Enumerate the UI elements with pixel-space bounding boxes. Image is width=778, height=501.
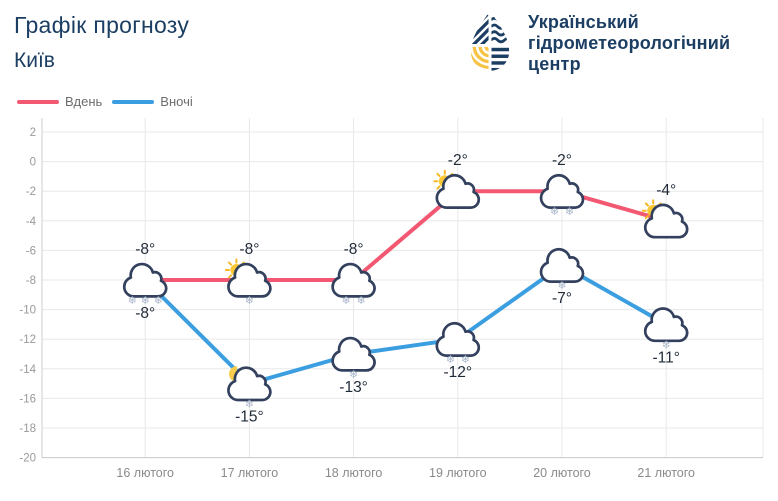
y-tick-label: -6 (26, 245, 36, 257)
snowflake-icon: ❄ (565, 206, 574, 218)
snowflake-icon: ❄ (349, 369, 358, 381)
snowflake-icon: ❄ (550, 206, 559, 218)
x-axis-label: 20 лютого (533, 466, 591, 480)
weather-icon-cloud-snow-2: ❄ ❄ (539, 174, 585, 218)
page-header: Графік прогнозу Київ (14, 12, 189, 73)
cloud-icon (331, 336, 376, 372)
cloud-icon (227, 262, 272, 298)
logo-horizontal-bars (491, 47, 510, 71)
temp-label-0-4: -2° (552, 152, 572, 169)
cloud-icon (122, 262, 168, 298)
y-tick-label: -4 (26, 216, 37, 228)
x-axis-label: 19 лютого (429, 466, 487, 480)
x-axis-label: 17 лютого (221, 466, 279, 480)
cloud-icon (227, 366, 272, 402)
temp-label-1-0: -8° (135, 305, 155, 322)
temp-label-1-4: -7° (552, 290, 572, 307)
y-tick-label: 0 (30, 157, 36, 169)
y-tick-label: -2 (26, 186, 36, 198)
weather-icon-cloud-snow-1: ❄ (539, 248, 585, 292)
legend-swatch-night (112, 99, 155, 104)
y-tick-label: -12 (19, 334, 36, 346)
chart-legend: Вдень Вночі (17, 94, 193, 109)
org-name-line2: гідрометеорологічний (528, 32, 731, 53)
snowflake-icon: ❄ (128, 295, 137, 307)
org-name-line3: центр (528, 53, 581, 74)
weather-icon-cloud-snow-2: ❄ ❄ (435, 322, 481, 366)
snowflake-icon: ❄ (356, 295, 365, 307)
org-logo: Український гідрометеорологічний центр (466, 8, 730, 78)
y-tick-label: -10 (19, 305, 36, 317)
temp-label-1-2: -13° (339, 379, 368, 396)
logo-waves (491, 16, 510, 44)
legend-label-day: Вдень (65, 94, 103, 109)
cloud-icon (435, 174, 481, 209)
snowflake-icon: ❄ (341, 295, 350, 307)
page-title: Графік прогнозу (14, 12, 190, 38)
snowflake-icon: ❄ (141, 295, 150, 307)
temp-label-0-2: -8° (344, 241, 364, 258)
temp-label-1-3: -12° (443, 364, 472, 381)
weather-icon-cloud-snow-1: ❄ (643, 307, 689, 351)
org-name-line1: Український (528, 11, 639, 32)
cloud-icon (643, 203, 689, 239)
x-axis-label: 18 лютого (325, 466, 383, 480)
cloud-icon (539, 174, 585, 209)
snowflake-icon: ❄ (662, 339, 671, 351)
org-name: Український гідрометеорологічний центр (528, 12, 730, 75)
y-tick-label: -20 (19, 453, 36, 465)
cloud-icon (331, 262, 376, 298)
series-line-0 (143, 189, 669, 282)
legend-item-night[interactable]: Вночі (112, 94, 193, 109)
legend-item-day[interactable]: Вдень (17, 94, 102, 109)
snowflake-icon: ❄ (446, 354, 455, 366)
temp-label-0-3: -2° (448, 152, 468, 169)
y-tick-label: -14 (19, 364, 36, 376)
weather-icon-sun-cloud (433, 169, 481, 209)
snowflake-icon: ❄ (461, 354, 470, 366)
snowflake-icon: ❄ (245, 295, 254, 307)
snowflake-icon: ❄ (245, 399, 254, 411)
y-tick-label: -16 (19, 393, 36, 405)
snowflake-icon: ❄ (557, 280, 566, 292)
weather-icon-cloud-snow-1: ❄ (331, 336, 376, 381)
temp-label-0-0: -8° (135, 241, 155, 258)
y-tick-label: -8 (26, 275, 36, 287)
droplet-logo-icon (470, 10, 510, 71)
y-tick-label: -18 (19, 423, 36, 435)
cloud-icon (643, 307, 689, 343)
y-tick-label: 2 (30, 127, 36, 139)
logo-arcs (470, 46, 489, 70)
page-subtitle-city: Київ (14, 49, 55, 72)
weather-icon-sun-cloud (641, 199, 689, 239)
cloud-icon (435, 322, 481, 357)
weather-icon-moon-cloud-snow-1: ❄ (227, 366, 272, 411)
x-axis-label: 21 лютого (637, 466, 695, 480)
legend-label-night: Вночі (160, 94, 193, 109)
x-axis-label: 16 лютого (116, 466, 174, 480)
temp-label-0-5: -4° (656, 182, 676, 199)
legend-swatch-day (17, 99, 59, 104)
cloud-icon (539, 248, 585, 283)
temp-label-0-1: -8° (239, 241, 259, 258)
temp-label-1-1: -15° (235, 409, 264, 426)
weather-icon-sun-cloud-snow-1: ❄ (224, 258, 272, 307)
weather-icon-cloud-snow-2: ❄ ❄ (331, 262, 376, 307)
temp-label-1-5: -11° (652, 349, 679, 366)
snowflake-icon: ❄ (154, 295, 163, 307)
series-line-1 (143, 263, 669, 386)
weather-icon-cloud-snow-3: ❄ ❄ ❄ (122, 262, 168, 307)
